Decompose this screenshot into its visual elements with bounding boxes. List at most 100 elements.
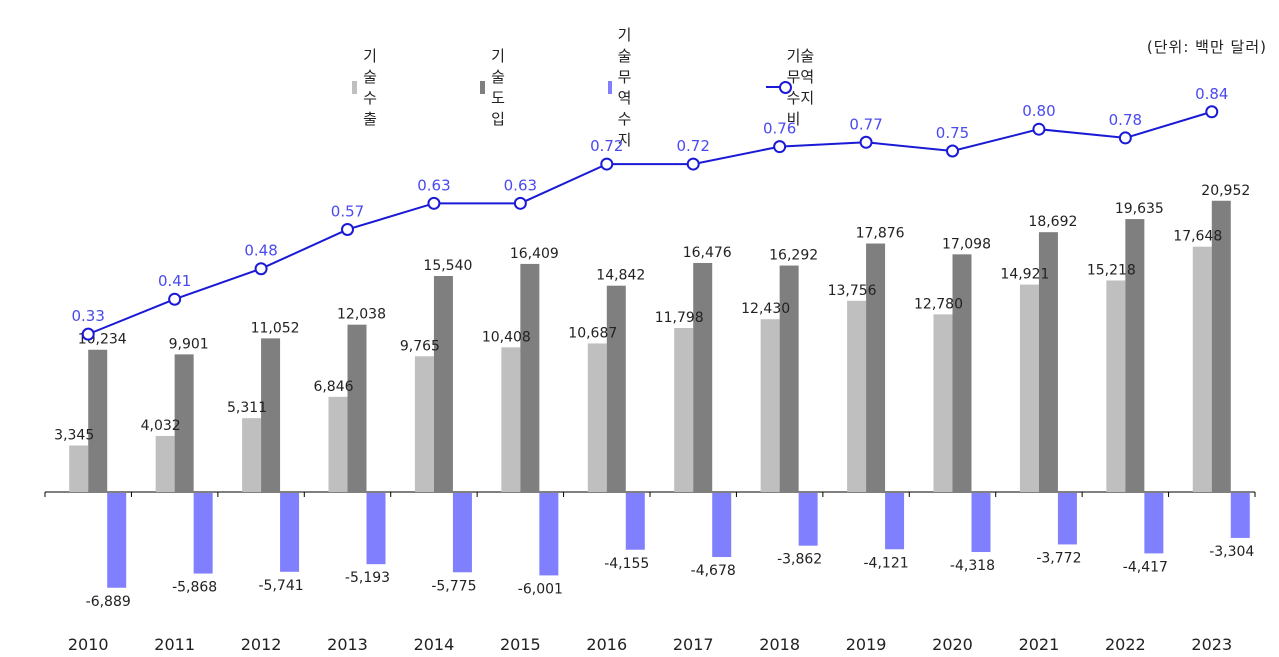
data-label-balance: -4,417 [1123, 559, 1168, 575]
legend-label-import: 기술도입 [491, 47, 505, 128]
data-label-import: 11,052 [251, 320, 300, 336]
ratio-point [1205, 105, 1219, 119]
ratio-point [427, 196, 441, 210]
bar-import [693, 262, 713, 492]
bar-export [847, 300, 867, 492]
data-label-ratio: 0.63 [504, 176, 537, 194]
legend-swatch-ratio [766, 81, 792, 94]
bar-export [1106, 280, 1126, 492]
data-label-balance: -5,775 [431, 578, 476, 594]
legend-label-ratio: 기술무역수지비 [786, 47, 815, 128]
ratio-point [686, 157, 700, 171]
data-label-export: 14,921 [1000, 267, 1049, 283]
bar-balance [971, 493, 991, 553]
bar-import [606, 285, 626, 492]
ratio-line [87, 110, 1213, 336]
ratio-point [1118, 131, 1132, 145]
ratio-point [1032, 122, 1046, 136]
data-label-import: 12,038 [337, 307, 386, 323]
data-label-ratio: 0.41 [158, 272, 191, 290]
data-label-import: 17,098 [942, 236, 991, 252]
bar-balance [452, 493, 472, 573]
data-label-export: 13,756 [828, 283, 877, 299]
ratio-point [773, 140, 787, 154]
data-label-ratio: 0.57 [331, 202, 364, 220]
data-label-balance: -5,193 [345, 570, 390, 586]
bar-balance [107, 493, 127, 588]
data-label-balance: -3,304 [1209, 544, 1254, 560]
data-label-import: 18,692 [1028, 214, 1077, 230]
ratio-point [254, 262, 268, 276]
data-label-ratio: 0.48 [244, 242, 277, 260]
legend-swatch-balance [608, 80, 612, 94]
legend-item-ratio: 기술무역수지비 [766, 47, 824, 128]
data-label-import: 16,476 [683, 245, 732, 261]
bar-import [174, 354, 194, 492]
x-tick-label: 2022 [1105, 635, 1146, 654]
bar-import [520, 263, 540, 492]
bar-export [501, 347, 521, 492]
x-tick-label: 2019 [846, 635, 887, 654]
bar-export [1019, 284, 1039, 492]
bar-import [866, 243, 886, 492]
bar-import [779, 265, 799, 492]
data-label-ratio: 0.63 [417, 176, 450, 194]
data-label-balance: -5,741 [259, 578, 304, 594]
data-label-import: 16,292 [769, 248, 818, 264]
data-label-ratio: 0.84 [1195, 85, 1228, 103]
data-label-export: 11,798 [655, 310, 704, 326]
bar-export [69, 445, 89, 492]
bar-import [347, 324, 367, 492]
data-label-export: 6,846 [313, 379, 353, 395]
data-label-balance: -3,772 [1036, 550, 1081, 566]
bar-export [674, 328, 694, 492]
data-label-ratio: 0.80 [1022, 102, 1055, 120]
data-label-export: 10,408 [482, 329, 531, 345]
x-tick-label: 2016 [586, 635, 627, 654]
x-tick-label: 2014 [414, 635, 455, 654]
legend-swatch-import [480, 80, 486, 94]
data-label-balance: -4,155 [604, 556, 649, 572]
bar-balance [798, 493, 818, 546]
bar-export [414, 356, 434, 492]
x-tick-label: 2018 [759, 635, 800, 654]
bar-balance [280, 493, 300, 572]
data-label-export: 3,345 [54, 428, 94, 444]
data-label-balance: -4,678 [691, 563, 736, 579]
bar-export [242, 418, 262, 492]
unit-label: (단위: 백만 달러) [1146, 38, 1267, 56]
legend-label-export: 기술수출 [363, 47, 377, 128]
bar-import [952, 254, 972, 492]
ratio-point [946, 144, 959, 158]
bar-balance [539, 493, 559, 576]
x-tick-label: 2017 [673, 635, 714, 654]
legend-item-balance: 기술무역수지 [608, 26, 641, 149]
bar-export [933, 314, 953, 492]
data-label-export: 17,648 [1173, 229, 1222, 245]
bar-import [1038, 232, 1058, 492]
data-label-export: 4,032 [141, 418, 181, 434]
bar-balance [625, 493, 645, 550]
bar-import [1125, 219, 1145, 493]
data-label-export: 12,430 [741, 301, 790, 317]
bar-balance [1057, 493, 1077, 545]
bar-import [261, 338, 281, 492]
data-label-ratio: 0.72 [677, 137, 710, 155]
x-tick-label: 2013 [327, 635, 368, 654]
data-label-import: 16,409 [510, 246, 559, 262]
legend-label-balance: 기술무역수지 [617, 26, 632, 149]
x-tick-label: 2012 [241, 635, 282, 654]
ratio-point [859, 135, 873, 149]
data-label-ratio: 0.78 [1109, 111, 1142, 129]
ratio-point [81, 327, 95, 341]
bar-export [587, 343, 607, 492]
bar-export [155, 435, 175, 492]
data-label-import: 14,842 [596, 268, 645, 284]
data-label-balance: -5,868 [172, 580, 217, 596]
data-label-export: 10,687 [568, 325, 617, 341]
data-label-ratio: 0.76 [763, 120, 796, 138]
data-label-import: 17,876 [856, 226, 905, 242]
data-label-import: 9,901 [169, 336, 209, 352]
data-label-import: 20,952 [1201, 183, 1250, 199]
